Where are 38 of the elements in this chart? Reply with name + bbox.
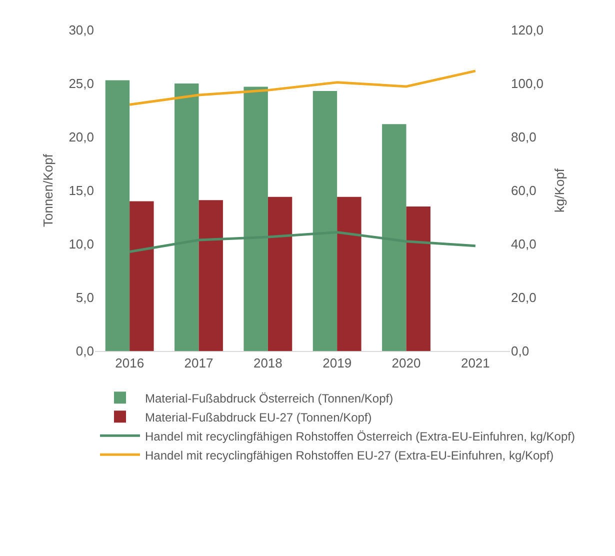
y2-tick-label: 0,0 <box>511 344 530 359</box>
legend-label: Handel mit recyclingfähigen Rohstoffen EU-27 (Extra-EU-Einfuhren, kg/Kopf) <box>145 448 554 462</box>
legend-label: Material-Fußabdruck Österreich (Tonnen/Kopf) <box>145 391 394 406</box>
y-axis-title: Tonnen/Kopf <box>40 154 56 228</box>
y-tick-label: 15,0 <box>68 183 94 198</box>
x-tick-label: 2018 <box>253 356 282 371</box>
bar <box>268 196 292 351</box>
bar <box>174 84 199 351</box>
bar <box>406 206 430 351</box>
bar <box>382 124 406 351</box>
x-tick-label: 2017 <box>184 356 214 371</box>
x-tick-label: 2016 <box>115 356 144 371</box>
legend-label: Material-Fußabdruck EU-27 (Tonnen/Kopf) <box>145 410 372 424</box>
y-tick-label: 10,0 <box>68 236 94 252</box>
y-tick-label: 0,0 <box>76 344 94 359</box>
y2-tick-label: 80,0 <box>511 130 536 145</box>
bar <box>198 200 223 351</box>
y2-tick-label: 120,0 <box>511 22 544 38</box>
bar <box>337 196 362 351</box>
y-tick-label: 25,0 <box>68 76 94 92</box>
bar <box>312 90 338 351</box>
bar <box>244 86 268 351</box>
line-series <box>128 70 477 106</box>
legend-label: Handel mit recyclingfähigen Rohstoffen Österreich (Extra-EU-Einfuhren, kg/Kopf) <box>145 429 575 444</box>
bar <box>130 201 154 351</box>
y2-tick-label: 100,0 <box>511 76 544 92</box>
x-tick-label: 2021 <box>460 356 490 371</box>
x-tick-label: 2020 <box>392 356 421 371</box>
bar <box>105 80 130 351</box>
y2-axis-title: kg/Kopf <box>552 168 568 213</box>
y-tick-label: 20,0 <box>68 130 94 145</box>
y2-tick-label: 40,0 <box>511 236 536 252</box>
y2-tick-label: 60,0 <box>511 183 536 198</box>
y-tick-label: 5,0 <box>76 290 94 306</box>
y2-tick-label: 20,0 <box>511 290 536 306</box>
x-tick-label: 2019 <box>322 356 352 371</box>
line-series <box>128 230 477 254</box>
y-tick-label: 30,0 <box>68 22 94 38</box>
